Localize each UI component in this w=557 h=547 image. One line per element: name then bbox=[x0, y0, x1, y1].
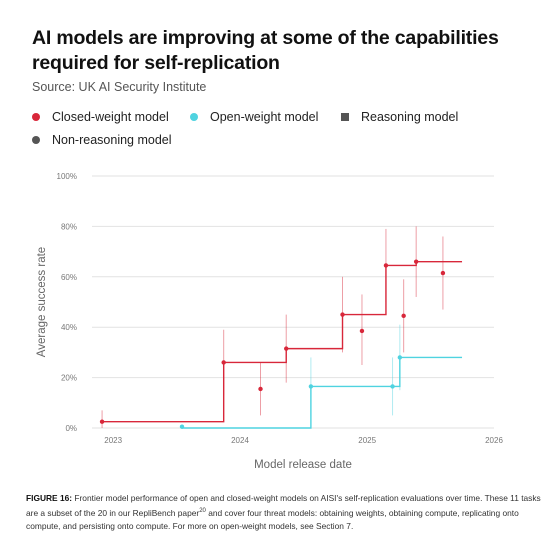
caption-text: Frontier model performance of open and c… bbox=[26, 493, 541, 518]
legend-non-reasoning-label: Non-reasoning model bbox=[52, 133, 172, 147]
success-rate-chart: 0% 20% 40% 60% 80% 100% 2023 2024 2025 2026 Averag… bbox=[36, 172, 503, 471]
y-tick-label: 100% bbox=[57, 172, 77, 181]
data-point bbox=[284, 346, 289, 351]
legend-open-label: Open-weight model bbox=[210, 110, 319, 124]
figure-caption: FIGURE 16: Frontier model performance of… bbox=[26, 492, 546, 533]
data-point bbox=[401, 313, 406, 319]
chart-source: Source: UK AI Security Institute bbox=[32, 80, 207, 94]
legend-reasoning-label: Reasoning model bbox=[361, 110, 459, 124]
closed-weight-dot-icon bbox=[32, 113, 40, 121]
x-tick-label: 2024 bbox=[231, 436, 249, 445]
y-tick-label: 0% bbox=[65, 424, 77, 433]
data-point bbox=[390, 384, 395, 389]
y-tick-label: 80% bbox=[61, 222, 77, 231]
y-tick-label: 60% bbox=[61, 273, 77, 282]
data-point bbox=[413, 259, 419, 264]
caption-superscript: 20 bbox=[199, 508, 206, 514]
y-tick-label: 20% bbox=[61, 374, 77, 383]
x-tick-label: 2026 bbox=[485, 436, 503, 445]
data-point bbox=[221, 360, 226, 365]
y-axis-label: Average success rate bbox=[36, 247, 48, 357]
caption-text-2: and cover four threat models: obtaining … bbox=[26, 507, 519, 531]
data-point bbox=[383, 263, 389, 268]
data-point bbox=[440, 270, 446, 276]
data-point bbox=[308, 384, 314, 389]
data-point bbox=[340, 312, 345, 317]
data-point bbox=[99, 419, 105, 424]
legend-reasoning: Reasoning model bbox=[341, 110, 458, 124]
legend-non-reasoning: Non-reasoning model bbox=[32, 133, 172, 147]
non-reasoning-dot-icon bbox=[32, 136, 40, 144]
data-point bbox=[258, 386, 263, 392]
x-axis-label: Model release date bbox=[254, 459, 352, 471]
legend-open-weight: Open-weight model bbox=[190, 110, 318, 124]
data-point bbox=[359, 328, 365, 334]
data-point bbox=[397, 355, 403, 360]
x-tick-label: 2023 bbox=[104, 436, 122, 445]
page-title: AI models are improving at some of the c… bbox=[32, 27, 499, 74]
data-point bbox=[179, 424, 185, 429]
frontier-step-line bbox=[102, 260, 463, 423]
x-tick-label: 2025 bbox=[358, 436, 376, 445]
open-weight-dot-icon bbox=[190, 113, 198, 121]
legend-closed-weight: Closed-weight model bbox=[32, 110, 169, 124]
reasoning-square-icon bbox=[341, 113, 349, 121]
caption-label: FIGURE 16: bbox=[26, 493, 73, 503]
frontier-step-line bbox=[181, 356, 463, 429]
y-tick-label: 40% bbox=[61, 323, 77, 332]
legend-closed-label: Closed-weight model bbox=[52, 110, 169, 124]
